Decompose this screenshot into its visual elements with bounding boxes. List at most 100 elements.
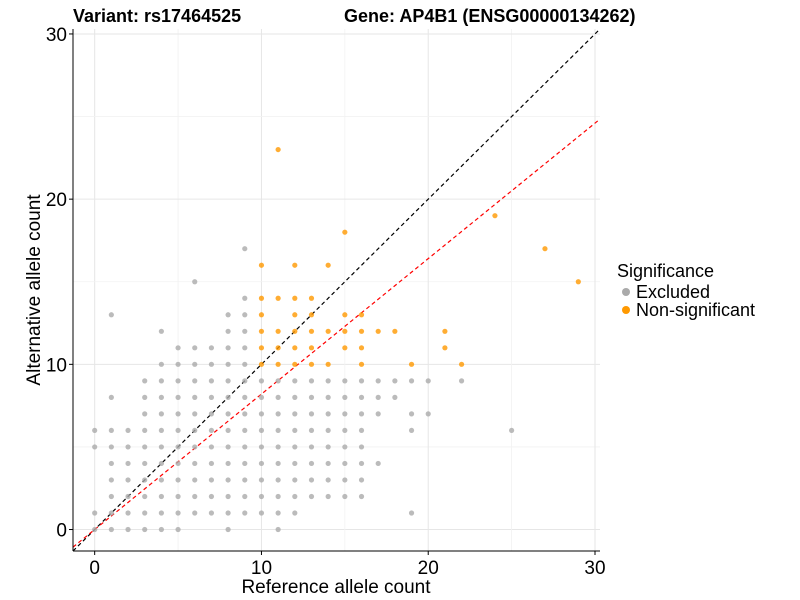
data-point xyxy=(408,411,415,417)
data-point xyxy=(392,378,398,384)
data-point xyxy=(358,361,365,367)
data-point xyxy=(275,460,281,467)
data-point xyxy=(258,328,265,334)
x-axis-title: Reference allele count xyxy=(241,577,431,598)
data-point xyxy=(225,526,231,533)
data-point xyxy=(125,510,131,516)
data-point xyxy=(242,510,248,516)
data-point xyxy=(325,328,331,334)
data-point xyxy=(208,394,215,400)
data-point xyxy=(408,361,415,367)
data-point xyxy=(142,510,148,516)
legend-title: Significance xyxy=(617,261,714,281)
data-point xyxy=(142,411,148,417)
data-point xyxy=(325,378,331,384)
data-point xyxy=(342,345,348,351)
data-point xyxy=(158,361,164,367)
data-point xyxy=(308,493,315,500)
data-point xyxy=(258,411,265,417)
data-point xyxy=(192,279,198,285)
x-tick-label: 20 xyxy=(418,558,439,579)
data-point xyxy=(292,411,298,417)
data-point xyxy=(108,493,114,500)
data-point xyxy=(208,411,215,417)
data-point xyxy=(275,526,281,533)
data-point xyxy=(358,378,365,384)
data-point xyxy=(175,444,181,450)
data-point xyxy=(158,477,164,483)
data-point xyxy=(292,394,298,400)
data-point xyxy=(208,345,215,351)
data-point xyxy=(192,411,198,417)
data-point xyxy=(242,295,248,301)
data-point xyxy=(92,444,98,450)
legend: Significance Excluded Non-significant xyxy=(617,261,755,320)
data-point xyxy=(275,444,281,450)
data-point xyxy=(192,427,198,434)
data-point xyxy=(242,460,248,467)
data-point xyxy=(308,295,315,301)
data-point xyxy=(258,493,265,500)
data-point xyxy=(225,394,231,400)
data-point xyxy=(142,444,148,450)
data-point xyxy=(242,246,248,252)
data-point xyxy=(308,411,315,417)
data-point xyxy=(275,361,281,367)
data-point xyxy=(175,411,181,417)
data-point xyxy=(242,411,248,417)
data-point xyxy=(308,394,315,400)
data-point xyxy=(392,328,398,334)
data-point xyxy=(108,526,114,533)
data-point xyxy=(142,477,148,483)
data-point xyxy=(158,378,164,384)
data-point xyxy=(275,146,281,153)
data-point xyxy=(225,312,231,318)
data-point xyxy=(308,312,315,318)
data-point xyxy=(158,328,164,334)
data-point xyxy=(492,213,498,219)
data-point xyxy=(192,460,198,467)
data-point xyxy=(225,460,231,467)
data-point xyxy=(108,510,114,516)
x-tick-label: 10 xyxy=(251,558,272,579)
data-point xyxy=(442,328,448,334)
data-point xyxy=(192,493,198,500)
data-point xyxy=(242,444,248,450)
legend-swatch-non-significant xyxy=(622,306,630,314)
data-point xyxy=(342,328,348,334)
data-point xyxy=(158,526,164,533)
data-point xyxy=(275,510,281,516)
data-point xyxy=(308,328,315,334)
data-point xyxy=(292,328,298,334)
data-point xyxy=(258,444,265,450)
data-point xyxy=(292,444,298,450)
data-point xyxy=(242,493,248,500)
data-point xyxy=(308,361,315,367)
data-point xyxy=(308,345,315,351)
data-point xyxy=(108,460,114,467)
data-point xyxy=(242,477,248,483)
data-point xyxy=(458,361,465,367)
data-point xyxy=(325,444,331,450)
axis-ticks: 0 10 20 30 0 10 20 30 xyxy=(46,25,606,579)
data-point xyxy=(242,328,248,334)
data-point xyxy=(325,394,331,400)
data-point xyxy=(192,345,198,351)
data-point xyxy=(192,378,198,384)
data-point xyxy=(325,262,331,268)
data-point xyxy=(342,427,348,434)
data-point xyxy=(358,345,365,351)
data-point xyxy=(242,361,248,367)
data-point xyxy=(108,427,114,434)
data-point xyxy=(275,493,281,500)
data-point xyxy=(258,460,265,467)
data-point xyxy=(308,460,315,467)
data-point xyxy=(308,477,315,483)
data-point xyxy=(342,444,348,450)
data-point xyxy=(308,378,315,384)
data-point xyxy=(342,229,348,235)
data-point xyxy=(325,427,331,434)
data-point xyxy=(275,394,281,400)
data-point xyxy=(308,427,315,434)
